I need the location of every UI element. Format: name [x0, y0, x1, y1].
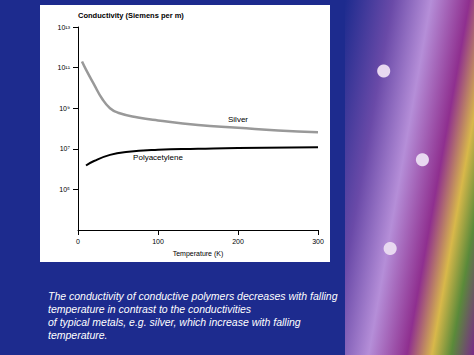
svg-text:300: 300: [312, 238, 324, 245]
svg-text:10⁷: 10⁷: [60, 145, 71, 152]
svg-text:0: 0: [76, 238, 80, 245]
html-text:temperature.: temperature.: [48, 329, 108, 341]
html-text:of typical metals, e.g. silver: of typical metals, e.g. silver, which in…: [48, 316, 301, 328]
svg-text:Polyacetylene: Polyacetylene: [133, 153, 183, 162]
svg-text:Silver: Silver: [228, 115, 248, 124]
svg-text:10⁹: 10⁹: [59, 105, 70, 112]
svg-text:10⁵: 10⁵: [59, 186, 70, 193]
html-text:temperature in contrast to the: temperature in contrast to the conductiv…: [48, 303, 252, 315]
svg-text:10¹³: 10¹³: [58, 24, 71, 31]
svg-text:200: 200: [232, 238, 244, 245]
html-text:The conductivity of conductive: The conductivity of conductive polymers …: [48, 290, 338, 302]
svg-text:10¹¹: 10¹¹: [58, 64, 71, 71]
svg-text:100: 100: [152, 238, 164, 245]
svg-text:Conductivity (Siemens per m): Conductivity (Siemens per m): [78, 11, 184, 20]
svg-text:Temperature (K): Temperature (K): [173, 250, 224, 258]
